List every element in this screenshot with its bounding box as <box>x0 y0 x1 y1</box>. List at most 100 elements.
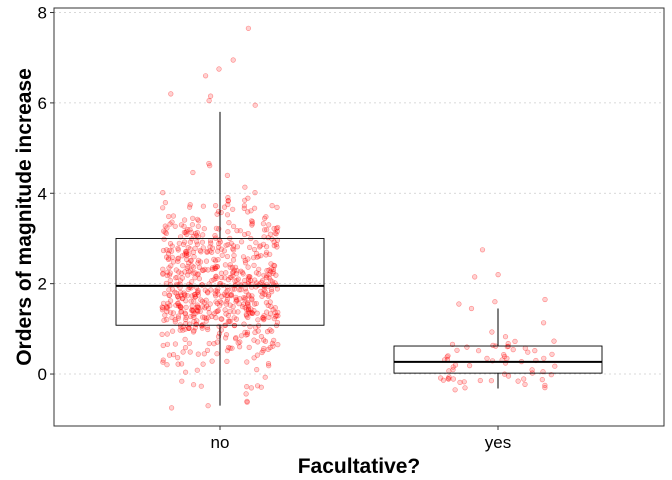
data-point <box>251 246 258 253</box>
data-point <box>252 329 258 336</box>
data-point <box>245 264 251 270</box>
data-point <box>172 317 178 323</box>
data-point <box>206 97 212 104</box>
data-point <box>476 348 482 354</box>
data-point <box>502 334 509 340</box>
data-point <box>269 203 275 209</box>
data-point <box>228 293 234 299</box>
data-point <box>258 253 264 259</box>
data-point <box>260 277 266 284</box>
data-point <box>185 286 191 292</box>
data-point <box>227 262 233 268</box>
data-point <box>262 227 268 233</box>
data-point <box>215 248 221 254</box>
data-point <box>184 293 191 299</box>
data-point <box>230 257 237 263</box>
data-point <box>505 373 512 379</box>
data-point <box>235 309 241 315</box>
data-point <box>245 300 251 306</box>
gridlines <box>54 12 664 375</box>
data-point <box>233 271 239 277</box>
data-point <box>242 305 248 311</box>
data-point <box>205 305 211 312</box>
data-point <box>502 353 508 360</box>
data-point <box>273 313 279 320</box>
data-point <box>234 277 240 284</box>
data-point <box>266 275 272 281</box>
data-point <box>164 305 170 311</box>
data-point <box>182 311 189 317</box>
data-point <box>243 289 249 295</box>
data-point <box>273 272 279 278</box>
data-point <box>275 309 281 316</box>
data-point <box>173 275 179 281</box>
data-point <box>542 296 548 303</box>
data-point <box>208 240 214 246</box>
data-point <box>239 269 246 275</box>
data-point <box>170 328 176 334</box>
data-point <box>540 320 547 326</box>
data-point <box>190 312 196 318</box>
data-point <box>195 309 201 315</box>
data-point <box>504 355 510 362</box>
data-point <box>234 228 240 234</box>
data-point <box>260 348 266 354</box>
data-point <box>213 315 219 321</box>
data-point <box>161 236 167 242</box>
y-tick-label: 0 <box>38 365 47 384</box>
data-point <box>268 266 274 272</box>
data-point <box>225 242 231 248</box>
data-point <box>260 291 266 297</box>
data-point <box>253 300 259 307</box>
data-point <box>195 292 201 298</box>
data-point <box>214 288 220 294</box>
data-point <box>201 314 208 320</box>
data-point <box>522 345 528 351</box>
data-point <box>245 256 251 262</box>
data-point <box>238 268 244 274</box>
data-point <box>176 303 182 309</box>
data-point <box>213 293 219 299</box>
data-point <box>231 267 237 273</box>
data-point <box>251 255 257 261</box>
data-point <box>268 286 275 293</box>
data-point <box>208 287 214 293</box>
box-iqr <box>393 345 603 374</box>
data-point <box>240 301 247 307</box>
data-point <box>234 297 240 304</box>
data-point <box>268 277 274 283</box>
data-point <box>251 308 257 314</box>
data-point <box>512 338 518 345</box>
data-point <box>252 205 258 211</box>
data-point <box>275 224 281 231</box>
data-point <box>177 304 183 310</box>
data-point <box>167 241 174 247</box>
data-point <box>182 239 188 245</box>
data-point <box>170 213 176 219</box>
data-point <box>175 300 181 306</box>
data-point <box>216 244 222 250</box>
data-point <box>172 223 178 229</box>
data-point <box>243 391 249 397</box>
data-point <box>228 291 235 298</box>
data-point <box>195 289 201 295</box>
data-point <box>249 309 255 316</box>
data-point <box>236 287 242 293</box>
data-point <box>197 247 203 254</box>
data-point <box>202 305 208 311</box>
data-point <box>221 291 227 297</box>
data-point <box>243 311 249 318</box>
data-point <box>261 345 267 352</box>
data-point <box>468 305 475 312</box>
data-point <box>186 321 193 327</box>
data-point <box>230 270 236 276</box>
data-point <box>246 293 252 299</box>
data-point <box>202 266 208 273</box>
data-point <box>183 249 189 255</box>
data-point <box>200 232 206 238</box>
data-point <box>213 225 219 231</box>
data-point <box>209 265 215 271</box>
data-point <box>267 311 274 317</box>
data-point <box>212 291 218 297</box>
data-point <box>258 288 264 295</box>
